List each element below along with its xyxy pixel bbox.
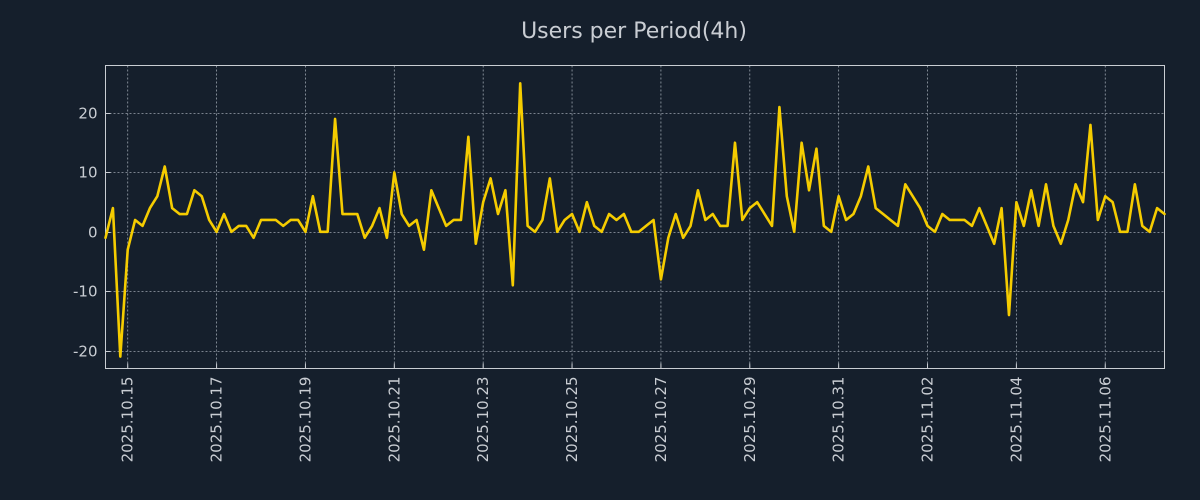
x-tick-label: 2025.11.06 bbox=[1096, 377, 1114, 463]
y-tick-label: 20 bbox=[78, 105, 97, 123]
x-axis: 2025.10.15 2025.10.17 2025.10.19 2025.10.21… bbox=[119, 363, 1114, 463]
series-group bbox=[104, 82, 1166, 358]
x-tick-label: 2025.10.25 bbox=[563, 377, 581, 463]
x-tick-label: 2025.10.27 bbox=[652, 377, 670, 463]
x-tick-label: 2025.10.19 bbox=[296, 377, 314, 463]
x-tick-label: 2025.11.04 bbox=[1007, 377, 1025, 463]
y-tick-label: -20 bbox=[73, 343, 98, 361]
chart-title: Users per Period(4h) bbox=[521, 19, 747, 44]
y-axis: -20 -10 0 10 20 bbox=[73, 105, 111, 361]
x-tick-label: 2025.10.21 bbox=[385, 377, 403, 463]
grid bbox=[105, 65, 1165, 369]
y-tick-label: 0 bbox=[88, 224, 98, 242]
plot-frame bbox=[105, 65, 1165, 369]
x-tick-label: 2025.10.29 bbox=[741, 377, 759, 463]
x-tick-label: 2025.11.02 bbox=[919, 377, 937, 463]
y-tick-label: 10 bbox=[78, 164, 97, 182]
x-tick-label: 2025.10.31 bbox=[830, 377, 848, 463]
series-line-users bbox=[104, 82, 1166, 358]
x-tick-label: 2025.10.15 bbox=[119, 377, 137, 463]
y-tick-label: -10 bbox=[73, 283, 98, 301]
x-tick-label: 2025.10.23 bbox=[474, 377, 492, 463]
x-tick-label: 2025.10.17 bbox=[208, 377, 226, 463]
